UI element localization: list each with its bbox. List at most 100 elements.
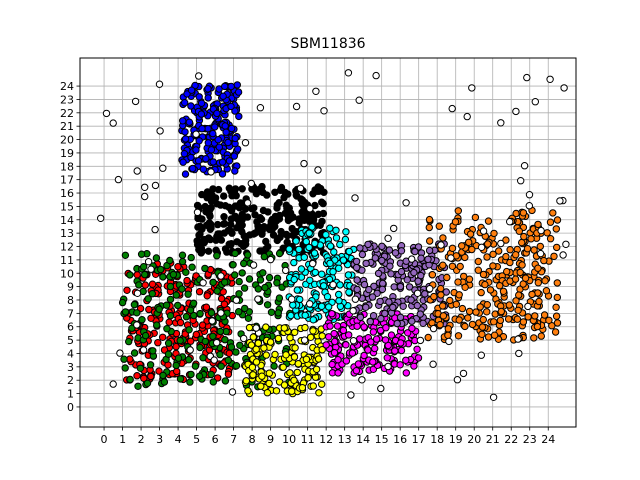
data-point-blue	[198, 125, 206, 133]
data-point-orange	[454, 278, 462, 286]
data-point-green	[260, 252, 268, 261]
data-point-unassigned	[506, 218, 514, 226]
data-point-blue	[204, 85, 212, 93]
data-point-magenta	[360, 323, 368, 331]
data-point-green	[256, 276, 265, 284]
data-point-cyan	[301, 311, 309, 319]
data-point-purple	[362, 303, 370, 311]
data-point-cyan	[341, 235, 350, 244]
data-point-blue	[230, 152, 239, 160]
data-point-yellow	[249, 371, 257, 379]
data-point-unassigned	[217, 272, 225, 280]
data-point-cyan	[306, 276, 314, 284]
data-point-green	[259, 269, 267, 277]
data-point-orange	[466, 230, 475, 238]
data-point-yellow	[286, 334, 294, 342]
data-point-orange	[503, 267, 511, 276]
data-point-blue	[197, 99, 206, 107]
data-point-green	[130, 301, 139, 309]
data-point-orange	[444, 331, 452, 339]
data-point-unassigned	[329, 281, 337, 289]
data-point-purple	[405, 283, 414, 291]
y-tick-label: 17	[60, 174, 74, 187]
data-point-green	[221, 377, 230, 385]
data-point-green	[141, 270, 149, 279]
data-point-orange	[519, 318, 528, 326]
data-point-green	[240, 284, 249, 292]
data-point-yellow	[309, 382, 317, 390]
data-point-green	[213, 252, 221, 260]
data-point-purple	[356, 244, 364, 252]
data-point-green	[176, 375, 185, 383]
data-point-blue	[218, 158, 227, 166]
plot-area	[79, 57, 577, 428]
data-point-green	[244, 314, 253, 322]
data-point-green	[241, 304, 249, 313]
data-point-green	[182, 268, 190, 276]
data-point-orange	[511, 275, 520, 283]
data-point-unassigned	[192, 130, 200, 138]
data-point-red	[173, 367, 181, 376]
data-point-green	[128, 324, 136, 332]
data-point-black	[311, 186, 319, 194]
data-point-cyan	[344, 271, 353, 279]
data-point-magenta	[369, 328, 378, 336]
data-point-green	[209, 332, 217, 340]
data-point-cyan	[336, 240, 344, 249]
data-point-black	[193, 237, 201, 245]
data-point-yellow	[288, 387, 296, 395]
data-point-magenta	[382, 324, 390, 332]
data-point-green	[153, 321, 161, 329]
data-point-yellow	[265, 369, 273, 377]
data-point-green	[134, 382, 142, 390]
data-point-orange	[504, 315, 513, 323]
data-point-green	[172, 291, 181, 299]
data-point-orange	[439, 302, 447, 310]
data-point-green	[188, 263, 196, 271]
data-point-orange	[545, 316, 553, 324]
data-point-green	[235, 290, 243, 298]
data-point-unassigned	[139, 346, 148, 354]
data-point-purple	[421, 290, 429, 298]
data-point-magenta	[404, 329, 412, 337]
x-tick-label: 18	[430, 433, 444, 446]
data-point-unassigned	[232, 296, 241, 304]
data-point-cyan	[339, 256, 348, 264]
data-point-black	[251, 185, 259, 193]
data-point-unassigned	[147, 265, 155, 273]
data-point-unassigned	[358, 376, 366, 384]
data-point-orange	[444, 325, 452, 333]
data-point-unassigned	[416, 336, 425, 345]
data-point-orange	[476, 303, 484, 311]
data-point-green	[238, 269, 246, 277]
y-tick-label: 15	[60, 200, 74, 213]
x-tick-label: 5	[193, 433, 200, 446]
data-point-green	[187, 253, 195, 262]
data-point-magenta	[342, 341, 350, 349]
data-point-black	[298, 208, 306, 216]
data-point-blue	[227, 102, 235, 111]
data-point-red	[217, 294, 226, 303]
data-point-unassigned	[384, 362, 392, 371]
data-point-orange	[484, 240, 492, 248]
data-point-orange	[506, 258, 514, 267]
data-point-unassigned	[256, 104, 265, 112]
data-point-blue	[231, 107, 239, 115]
data-point-green	[245, 275, 254, 283]
data-point-orange	[531, 312, 539, 320]
data-point-magenta	[397, 339, 405, 347]
data-point-magenta	[330, 349, 339, 357]
data-point-cyan	[326, 224, 334, 232]
data-point-unassigned	[546, 75, 554, 84]
data-point-green	[121, 251, 130, 260]
data-point-orange	[490, 318, 498, 326]
data-point-green	[244, 251, 252, 259]
data-point-green	[196, 309, 204, 318]
x-tick-label: 3	[156, 433, 163, 446]
data-point-green	[261, 283, 269, 292]
data-point-green	[184, 290, 192, 298]
data-point-purple	[385, 246, 394, 254]
data-point-black	[241, 205, 250, 213]
data-point-black	[273, 236, 281, 245]
data-point-yellow	[266, 338, 275, 346]
